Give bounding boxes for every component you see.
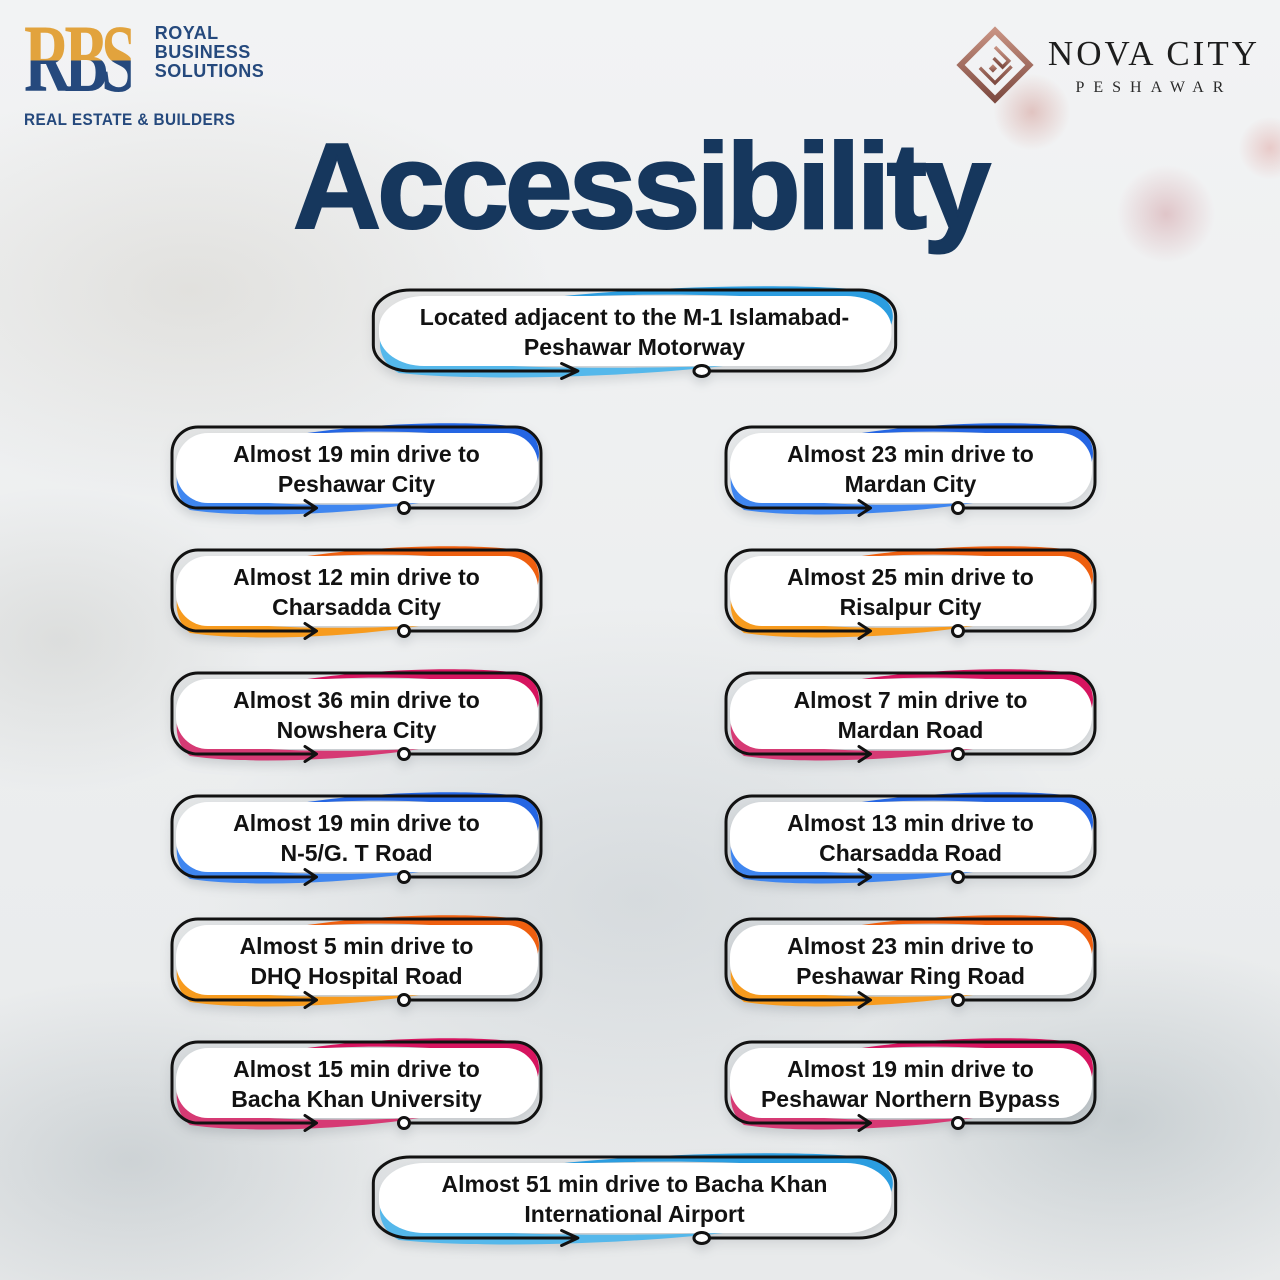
accessibility-card-charsadda-road: Almost 13 min drive to Charsadda Road [718,788,1103,890]
rbs-wordmark-line2: BUSINESS [154,42,251,62]
card-line1: Almost 19 min drive to [787,1056,1034,1082]
accessibility-card-nowshera-city: Almost 36 min drive to Nowshera City [164,665,549,767]
card-text: Located adjacent to the M-1 Islamabad- P… [386,294,883,370]
card-line2: Nowshera City [276,717,437,743]
card-text: Almost 13 min drive to Charsadda Road [742,800,1079,876]
card-line1: Located adjacent to the M-1 Islamabad- [419,304,850,330]
card-line1: Almost 15 min drive to [233,1056,480,1082]
accessibility-card-peshawar-city: Almost 19 min drive to Peshawar City [164,419,549,521]
rbs-monogram: RBS [24,5,137,112]
card-line2: Bacha Khan University [231,1086,482,1112]
card-line2: Mardan City [844,471,977,497]
card-line2: DHQ Hospital Road [250,963,463,989]
card-line1: Almost 36 min drive to [233,687,480,713]
card-line2: International Airport [524,1201,745,1227]
accessibility-card-mardan-road: Almost 7 min drive to Mardan Road [718,665,1103,767]
card-text: Almost 15 min drive to Bacha Khan Univer… [188,1046,525,1122]
card-text: Almost 5 min drive to DHQ Hospital Road [188,923,525,999]
nova-city-label: PESHAWAR [1075,78,1233,96]
card-line1: Almost 12 min drive to [233,564,480,590]
nova-name-label: NOVA CITY [1047,33,1260,73]
rbs-logo: RBS ROYAL BUSINESS SOLUTIONS REAL ESTATE… [24,5,264,130]
card-text: Almost 25 min drive to Risalpur City [742,554,1079,630]
card-line1: Almost 23 min drive to [787,441,1034,467]
card-line2: Charsadda Road [819,840,1002,866]
card-line2: Peshawar Motorway [523,334,746,360]
card-line2: N-5/G. T Road [280,840,433,866]
card-line1: Almost 19 min drive to [233,441,480,467]
card-text: Almost 19 min drive to Peshawar Northern… [742,1046,1079,1122]
accessibility-card-m1-motorway: Located adjacent to the M-1 Islamabad- P… [362,282,907,384]
card-line1: Almost 19 min drive to [233,810,480,836]
card-line2: Peshawar Ring Road [796,963,1025,989]
card-text: Almost 51 min drive to Bacha Khan Intern… [386,1161,883,1237]
card-line1: Almost 7 min drive to [793,687,1028,713]
rbs-tagline: REAL ESTATE & BUILDERS [24,110,236,129]
rbs-wordmark: ROYAL BUSINESS SOLUTIONS [155,16,265,81]
accessibility-card-peshawar-northern-bypass: Almost 19 min drive to Peshawar Northern… [718,1034,1103,1136]
card-line1: Almost 23 min drive to [787,933,1034,959]
card-text: Almost 7 min drive to Mardan Road [742,677,1079,753]
nova-diamond-icon [956,26,1034,104]
accessibility-card-bacha-khan-airport: Almost 51 min drive to Bacha Khan Intern… [362,1149,907,1251]
accessibility-card-bacha-khan-university: Almost 15 min drive to Bacha Khan Univer… [164,1034,549,1136]
card-line1: Almost 5 min drive to [239,933,474,959]
card-line1: Almost 51 min drive to Bacha Khan [441,1171,828,1197]
card-text: Almost 19 min drive to Peshawar City [188,431,525,507]
card-text: Almost 36 min drive to Nowshera City [188,677,525,753]
card-line1: Almost 25 min drive to [787,564,1034,590]
accessibility-card-peshawar-ring-road: Almost 23 min drive to Peshawar Ring Roa… [718,911,1103,1013]
nova-wordmark: NOVA CITY PESHAWAR [1048,34,1260,97]
rbs-wordmark-line1: ROYAL [154,23,219,43]
card-line2: Peshawar Northern Bypass [760,1086,1061,1112]
accessibility-card-dhq-hospital-road: Almost 5 min drive to DHQ Hospital Road [164,911,549,1013]
card-text: Almost 23 min drive to Mardan City [742,431,1079,507]
card-line1: Almost 13 min drive to [787,810,1034,836]
nova-city-logo: NOVA CITY PESHAWAR [956,26,1260,104]
card-line2: Risalpur City [839,594,982,620]
card-line2: Charsadda City [272,594,441,620]
card-text: Almost 23 min drive to Peshawar Ring Roa… [742,923,1079,999]
rbs-wordmark-line3: SOLUTIONS [154,61,265,81]
card-line2: Mardan Road [837,717,984,743]
page-title: Accessibility [292,117,992,255]
accessibility-card-n5-gt-road: Almost 19 min drive to N-5/G. T Road [164,788,549,890]
card-line2: Peshawar City [277,471,436,497]
accessibility-card-risalpur-city: Almost 25 min drive to Risalpur City [718,542,1103,644]
accessibility-card-charsadda-city: Almost 12 min drive to Charsadda City [164,542,549,644]
card-text: Almost 12 min drive to Charsadda City [188,554,525,630]
accessibility-card-mardan-city: Almost 23 min drive to Mardan City [718,419,1103,521]
card-text: Almost 19 min drive to N-5/G. T Road [188,800,525,876]
